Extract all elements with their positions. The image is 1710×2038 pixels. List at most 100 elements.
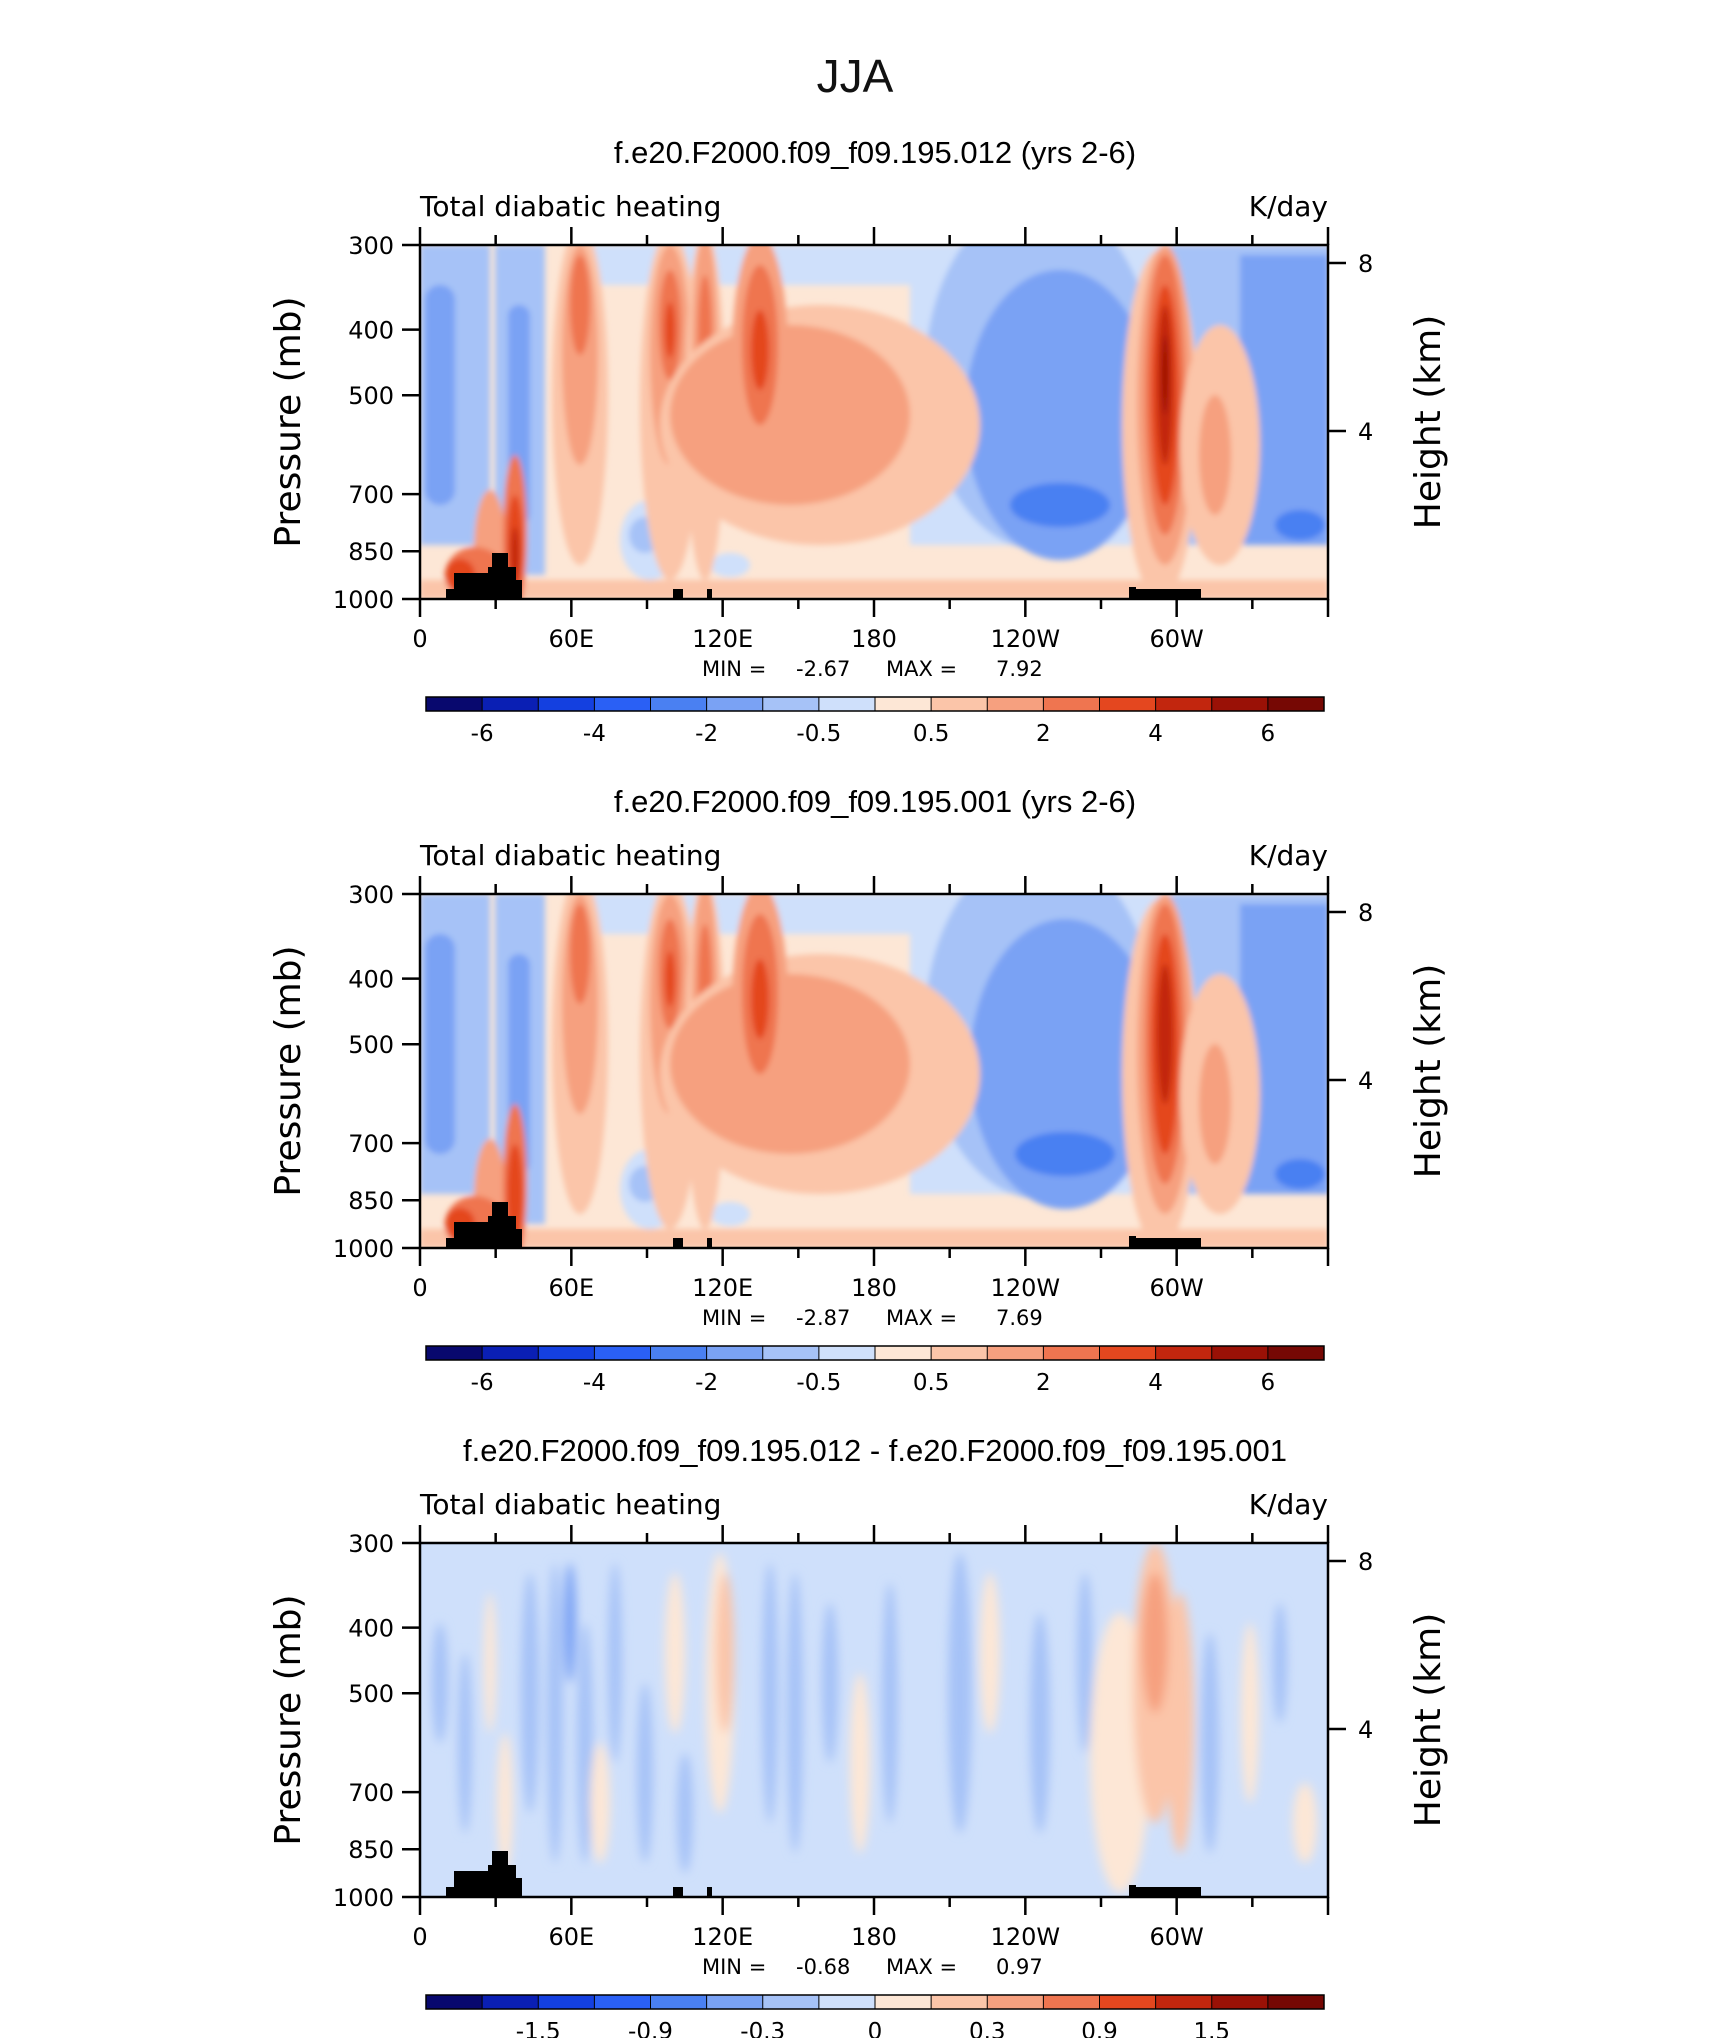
- panel-3-topography: [446, 1851, 522, 1897]
- colorbar-label: 6: [1261, 721, 1276, 747]
- colorbar-label: -2: [695, 721, 718, 747]
- colorbar-swatch: [875, 1995, 932, 2009]
- colorbar-swatch: [931, 697, 988, 711]
- y-tick-label: 1000: [333, 1884, 394, 1912]
- colorbar-swatch: [987, 697, 1044, 711]
- panel-3: f.e20.F2000.f09_f09.195.012 - f.e20.F200…: [268, 1433, 1449, 2038]
- colorbar-label: -6: [471, 1370, 494, 1396]
- panel-1: f.e20.F2000.f09_f09.195.012 (yrs 2-6) To…: [268, 135, 1449, 747]
- colorbar-swatch: [1043, 697, 1100, 711]
- x-tick-label: 120W: [991, 1274, 1061, 1302]
- panel-1-min-text: MIN =: [702, 657, 766, 681]
- colorbar-label: -1.5: [516, 2019, 561, 2038]
- panel-2-max-text: MAX =: [886, 1306, 957, 1330]
- colorbar-label: 0.3: [969, 2019, 1006, 2038]
- colorbar-label: 2: [1036, 721, 1051, 747]
- panel-1-topography: [446, 553, 522, 599]
- colorbar-label: 0.5: [913, 721, 950, 747]
- colorbar-swatch: [818, 1995, 876, 2009]
- panel-2-max-value: 7.69: [996, 1306, 1043, 1330]
- y-tick-label: 500: [348, 1680, 394, 1708]
- panel-3-title: f.e20.F2000.f09_f09.195.012 - f.e20.F200…: [463, 1433, 1287, 1468]
- panel-2-ylabel-right: Height (km): [1408, 964, 1449, 1178]
- colorbar-swatch: [538, 1346, 595, 1360]
- y-tick-label: 850: [348, 538, 394, 566]
- x-tick-label: 0: [412, 1274, 427, 1302]
- colorbar-label: 0.9: [1081, 2019, 1118, 2038]
- x-tick-label: 0: [412, 1923, 427, 1951]
- panel-3-colorbar: -1.5 -0.9 -0.3 0 0.3 0.9 1.5: [425, 1994, 1325, 2038]
- x-tick-label: 60W: [1150, 625, 1204, 653]
- colorbar-label: 2: [1036, 1370, 1051, 1396]
- colorbar-swatch: [818, 697, 876, 711]
- colorbar-label: -4: [583, 1370, 606, 1396]
- panel-2-topography-small: [707, 1238, 712, 1248]
- colorbar-label: 0.5: [913, 1370, 950, 1396]
- colorbar-swatch: [1155, 1346, 1213, 1360]
- colorbar-swatch: [1211, 1995, 1269, 2009]
- x-tick-label: 180: [851, 1274, 897, 1302]
- colorbar-swatch: [706, 697, 764, 711]
- colorbar-swatch: [1043, 1346, 1100, 1360]
- colorbar-swatch: [931, 1995, 988, 2009]
- colorbar-swatch: [1043, 1995, 1100, 2009]
- colorbar-swatch: [1211, 697, 1269, 711]
- panel-2-plot-area: [418, 892, 1330, 1250]
- y-right-tick-label: 4: [1358, 1716, 1373, 1744]
- colorbar-swatch: [818, 1346, 876, 1360]
- y-tick-label: 400: [348, 1615, 394, 1643]
- colorbar-swatch: [762, 1995, 820, 2009]
- colorbar-swatch: [1099, 697, 1157, 711]
- y-tick-label: 850: [348, 1836, 394, 1864]
- panel-1-title: f.e20.F2000.f09_f09.195.012 (yrs 2-6): [614, 135, 1136, 170]
- panel-2-axes: 0 60E 120E 180 120W 60W 300 400 500 700 850 1000 8 4: [333, 876, 1373, 1302]
- x-tick-label: 120E: [692, 1274, 753, 1302]
- colorbar-swatch: [482, 697, 539, 711]
- panel-3-field: [432, 1543, 1317, 1893]
- colorbar-swatch: [426, 1346, 483, 1360]
- colorbar-swatch: [762, 1346, 820, 1360]
- x-tick-label: 60E: [548, 1274, 594, 1302]
- panel-1-topography-andes: [1129, 587, 1201, 599]
- colorbar-swatch: [1099, 1346, 1157, 1360]
- colorbar-swatch: [538, 1995, 595, 2009]
- colorbar-swatch: [482, 1346, 539, 1360]
- colorbar-label: -2: [695, 1370, 718, 1396]
- colorbar-swatch: [650, 1995, 708, 2009]
- y-tick-label: 700: [348, 481, 394, 509]
- y-tick-label: 300: [348, 232, 394, 260]
- x-tick-label: 60E: [548, 1923, 594, 1951]
- colorbar-swatch: [1267, 697, 1325, 711]
- colorbar-swatch: [538, 697, 595, 711]
- y-right-tick-label: 8: [1358, 899, 1373, 927]
- colorbar-label: -4: [583, 721, 606, 747]
- panel-2-min-value: -2.87: [796, 1306, 850, 1330]
- y-tick-label: 700: [348, 1130, 394, 1158]
- x-tick-label: 180: [851, 1923, 897, 1951]
- colorbar-swatch: [1155, 697, 1213, 711]
- panel-1-left-label: Total diabatic heating: [419, 190, 721, 223]
- panel-2-left-label: Total diabatic heating: [419, 839, 721, 872]
- panel-3-topography-andes: [1129, 1885, 1201, 1897]
- colorbar-swatch: [1155, 1995, 1213, 2009]
- panel-3-left-label: Total diabatic heating: [419, 1488, 721, 1521]
- colorbar-swatch: [875, 1346, 932, 1360]
- y-tick-label: 1000: [333, 586, 394, 614]
- panel-3-axes: 0 60E 120E 180 120W 60W 300 400 500 700 850 1000 8 4: [333, 1525, 1373, 1951]
- colorbar-swatch: [762, 697, 820, 711]
- panel-2-topography-andes: [1129, 1236, 1201, 1248]
- colorbar-swatch: [706, 1346, 764, 1360]
- colorbar-label: 6: [1261, 1370, 1276, 1396]
- colorbar-label: 1.5: [1193, 2019, 1230, 2038]
- colorbar-swatch: [1267, 1346, 1325, 1360]
- panel-3-min-value: -0.68: [796, 1955, 850, 1979]
- panel-3-plot-area: [418, 1541, 1330, 1899]
- y-tick-label: 850: [348, 1187, 394, 1215]
- y-tick-label: 1000: [333, 1235, 394, 1263]
- colorbar-label: 0: [868, 2019, 883, 2038]
- x-tick-label: 120E: [692, 625, 753, 653]
- panel-2-min-text: MIN =: [702, 1306, 766, 1330]
- panel-1-axes: 0 60E 120E 180 120W 60W 300 400 500 700 850 1000 8 4: [333, 227, 1373, 653]
- colorbar-label: 4: [1148, 1370, 1163, 1396]
